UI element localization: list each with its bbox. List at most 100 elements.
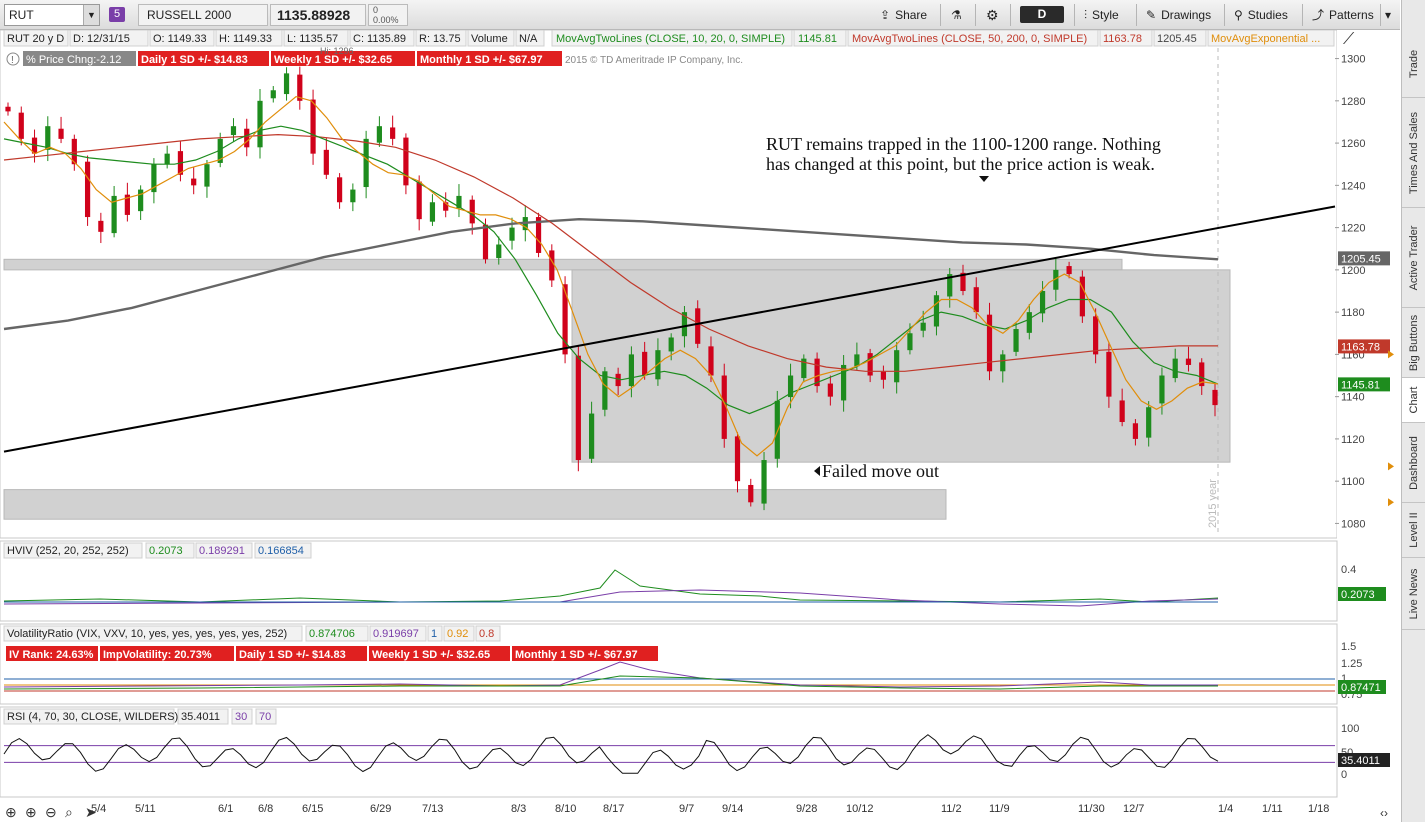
trendline xyxy=(3,205,1336,453)
candle-body xyxy=(748,484,754,503)
side-tab-chart[interactable]: Chart xyxy=(1402,378,1425,423)
crosshair-icon[interactable]: ⊕ xyxy=(5,804,17,820)
rsi-label-bg xyxy=(3,708,175,725)
x-axis-label: 5/4 xyxy=(91,803,106,815)
y-tick-label: 1240 xyxy=(1341,180,1365,192)
y-tick-label: 1140 xyxy=(1341,392,1365,404)
style-button[interactable]: ⫶ Style xyxy=(1084,4,1119,26)
x-axis-label: 6/1 xyxy=(218,803,233,815)
iv-label-3: Weekly 1 SD +/- $32.65 xyxy=(372,649,490,661)
candle-body xyxy=(283,73,290,95)
pointer-icon[interactable]: ➤ xyxy=(85,804,97,820)
hviv-value-0: 0.2073 xyxy=(149,545,183,557)
iv-label-4: Monthly 1 SD +/- $67.97 xyxy=(515,649,638,661)
patterns-button[interactable]: ⤴ Patterns xyxy=(1312,4,1374,26)
share-button[interactable]: ⇪ Share xyxy=(880,4,927,26)
chevron-down-icon[interactable]: ▼ xyxy=(83,5,99,25)
candle-body xyxy=(628,354,634,387)
side-tab-active-trader[interactable]: Active Trader xyxy=(1402,208,1425,308)
ohlc-8: N/A xyxy=(519,33,538,45)
candle-body xyxy=(1093,316,1099,355)
candle-body xyxy=(509,227,515,241)
candle-body xyxy=(204,164,210,187)
studies-label: Studies xyxy=(1247,8,1288,22)
hviv-label: HVIV (252, 20, 252, 252) xyxy=(7,545,129,557)
settings-button[interactable]: ⚙ xyxy=(986,4,999,26)
side-tab-label: Trade xyxy=(1408,49,1420,78)
annotation-main-line1: RUT remains trapped in the 1100-1200 ran… xyxy=(766,134,1161,154)
candle-body xyxy=(1185,358,1192,365)
rsi-value-bg xyxy=(255,708,277,725)
symbol-input[interactable]: RUT xyxy=(9,8,34,22)
alert-marker xyxy=(1388,462,1394,471)
candle-body xyxy=(880,371,887,380)
candle-body xyxy=(907,333,913,351)
zoom-in-icon[interactable]: ⊕ xyxy=(25,804,37,820)
candle-body xyxy=(602,371,608,410)
y-tick-label: 1220 xyxy=(1341,223,1365,235)
side-tab-big-buttons[interactable]: Big Buttons xyxy=(1402,308,1425,378)
candle-body xyxy=(535,217,542,253)
y-tick-label: 1260 xyxy=(1341,138,1365,150)
magnify-icon[interactable]: ⌕ xyxy=(65,804,73,820)
ohlc-5: C: 1135.89 xyxy=(353,33,406,45)
candle-body xyxy=(721,375,727,439)
price-badge-upper: 1205.45 xyxy=(1341,253,1381,265)
hviv-value-bg xyxy=(195,542,253,559)
rsi-value-bg xyxy=(231,708,253,725)
iv-label-bg xyxy=(236,646,367,661)
drawings-label: Drawings xyxy=(1161,8,1212,22)
side-tab-trade[interactable]: Trade xyxy=(1402,30,1425,98)
candle-body xyxy=(191,178,197,186)
link-group-badge[interactable]: 5 xyxy=(109,7,125,22)
y-tick-label: 1200 xyxy=(1341,265,1365,277)
side-tab-times-and-sales[interactable]: Times And Sales xyxy=(1402,98,1425,208)
zoom-out-icon[interactable]: ⊖ xyxy=(45,804,57,820)
gear-icon: ⚙ xyxy=(986,7,999,23)
side-tab-dashboard[interactable]: Dashboard xyxy=(1402,423,1425,503)
high-label: Hi: 1296 xyxy=(320,46,354,56)
alert-marker xyxy=(1388,498,1394,507)
candle-body xyxy=(1212,389,1218,406)
candle-body xyxy=(642,351,648,376)
side-tab-live-news[interactable]: Live News xyxy=(1402,558,1425,630)
ohlc-4: L: 1135.57 xyxy=(287,33,338,45)
x-axis-label: 5/11 xyxy=(135,803,156,815)
study-cell xyxy=(551,30,793,47)
vol-value-bg xyxy=(305,625,369,642)
candle-body xyxy=(1000,354,1006,372)
rsi-value-0: 35.4011 xyxy=(181,711,220,723)
side-tab-label: Dashboard xyxy=(1408,435,1420,490)
period-button[interactable]: D xyxy=(1020,6,1064,23)
hviv-value-bg xyxy=(145,542,195,559)
sd-daily-bg xyxy=(138,51,269,66)
chart-canvas[interactable]: 1300128012601240122012001180116011401120… xyxy=(0,30,1400,822)
drawings-button[interactable]: ✎ Drawings xyxy=(1146,4,1211,26)
x-axis-label: 11/2 xyxy=(941,803,962,815)
studies-button[interactable]: ⚲ Studies xyxy=(1234,4,1288,26)
sd-monthly-bg xyxy=(417,51,562,66)
candle-body xyxy=(761,460,767,504)
price-badge-ma20: 1145.81 xyxy=(1341,379,1380,391)
y-tick-label: 1280 xyxy=(1341,96,1365,108)
vol-value-2: 1 xyxy=(431,628,437,640)
side-tab-level-ii[interactable]: Level II xyxy=(1402,503,1425,558)
hviv-value-bg xyxy=(254,542,312,559)
candle-body xyxy=(1079,276,1085,317)
x-axis-label: 10/12 xyxy=(846,803,874,815)
net-change-pct: 0.00% xyxy=(373,15,399,25)
range-zone xyxy=(3,489,947,520)
candle-body xyxy=(681,312,688,337)
iv-label-1: ImpVolatility: 20.73% xyxy=(103,649,212,661)
symbol-selector[interactable]: RUT ▼ xyxy=(4,4,100,26)
scroll-arrows-icon[interactable]: ‹› xyxy=(1380,806,1388,820)
side-tab-label: Live News xyxy=(1408,568,1420,619)
flask-button[interactable]: ⚗ xyxy=(951,4,962,26)
x-axis-label: 8/3 xyxy=(511,803,526,815)
candle-body xyxy=(1199,362,1205,387)
y-tick-label: 1300 xyxy=(1341,54,1365,66)
candle-body xyxy=(403,137,409,186)
chevron-down-icon[interactable]: ▾ xyxy=(1385,8,1392,22)
info-icon xyxy=(6,52,20,66)
patterns-icon: ⤴ xyxy=(1312,8,1325,22)
